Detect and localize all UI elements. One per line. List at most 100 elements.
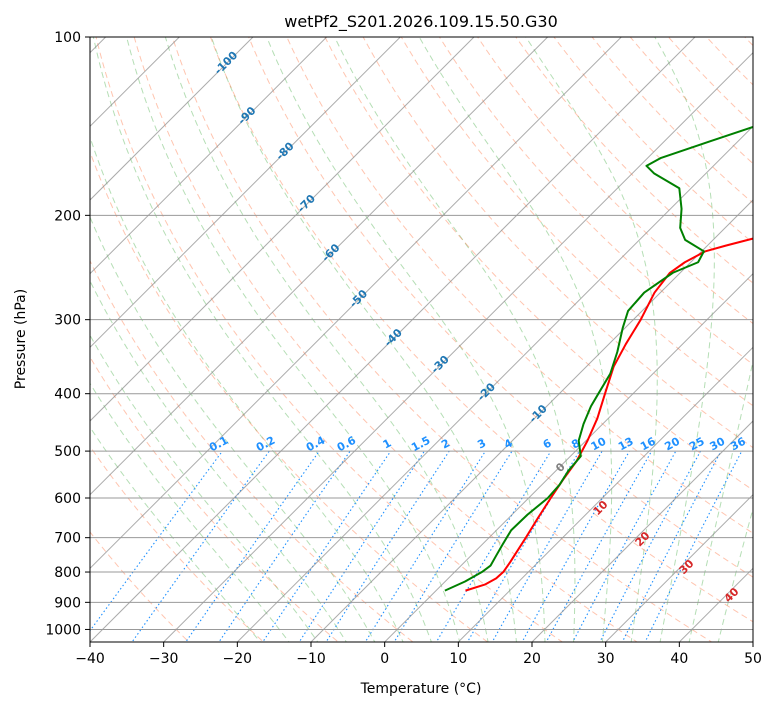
moist-adiabat-line	[688, 358, 753, 642]
isotherm-label: -60	[319, 241, 342, 264]
sounding-profiles	[444, 125, 753, 592]
dry-adiabat-line	[553, 37, 753, 244]
dry-adiabat-line	[744, 37, 753, 47]
x-axis-ticks: −40 −30 −20 −10 0 10 20 30 40 50	[75, 642, 762, 667]
isotherm-line	[383, 272, 753, 642]
isotherm-line	[90, 37, 475, 422]
mixing-ratio-label: 13	[616, 435, 636, 454]
isotherm-line	[90, 37, 549, 496]
isotherm-label: -50	[347, 287, 370, 310]
isotherm-label: -80	[273, 139, 296, 162]
dry-adiabat-line	[90, 445, 265, 642]
moist-adiabat-line	[90, 135, 404, 642]
y-axis-ticks: 100 200 300 400 500 600 700 800 900 1000	[45, 30, 90, 638]
isotherm-line	[162, 51, 753, 642]
x-tick-label: −30	[149, 651, 179, 667]
mixing-ratio-label: 2	[439, 436, 452, 451]
mixing-ratio-line	[644, 450, 743, 642]
x-tick-label: 20	[523, 651, 541, 667]
x-tick-label: −40	[75, 651, 105, 667]
chart-title: wetPf2_S201.2026.109.15.50.G30	[284, 12, 558, 32]
mixing-ratio-label: 10	[589, 435, 609, 454]
isotherm-label: -30	[429, 353, 452, 376]
moist-adiabat-line	[525, 37, 658, 642]
moist-adiabat-line	[126, 37, 461, 642]
x-tick-label: 10	[449, 651, 467, 667]
dry-adiabat-line	[667, 37, 753, 125]
x-tick-label: 50	[744, 651, 762, 667]
y-tick-label: 100	[54, 30, 81, 46]
mixing-ratio-label: 1	[381, 436, 394, 451]
plot-frame	[89, 36, 754, 643]
mixing-ratio-line	[90, 450, 223, 632]
y-tick-label: 400	[54, 387, 81, 403]
isotherm-line	[90, 37, 623, 570]
dry-adiabat-line	[515, 37, 753, 284]
dry-adiabat-line	[438, 37, 753, 366]
dry-adiabat-line	[90, 356, 339, 642]
dry-adiabat-line	[95, 37, 564, 642]
dry-adiabat-line	[591, 37, 753, 204]
isotherm-lines	[90, 37, 753, 642]
moist-adiabat-line	[90, 215, 376, 642]
mixing-ratio-line	[545, 450, 653, 642]
x-tick-label: 40	[670, 651, 688, 667]
dry-adiabat-line	[209, 37, 753, 623]
dry-adiabat-line	[400, 37, 753, 407]
dry-adiabat-line	[90, 531, 190, 642]
y-tick-label: 500	[54, 444, 81, 460]
isotherm-line	[90, 37, 696, 642]
mixing-ratio-label: 25	[687, 435, 707, 454]
mixing-ratio-label: 20	[662, 435, 682, 454]
moist-adiabat-line	[164, 37, 489, 642]
dry-adiabats	[90, 37, 753, 642]
moist-adiabat-line	[418, 37, 613, 642]
dry-adiabat-line	[362, 37, 753, 449]
y-tick-label: 600	[54, 491, 81, 507]
moist-adiabat-line	[334, 37, 576, 642]
isotherm-line	[604, 493, 753, 642]
plot-area: 0.1 0.2 0.4 0.6 1 1.5 2 3 4 6 8 10 13 16 20 25 30 36-100-…	[90, 37, 753, 642]
x-tick-label: −10	[296, 651, 326, 667]
moist-adiabat-line	[90, 382, 290, 642]
isotherm-line	[457, 346, 753, 642]
x-tick-label: −20	[223, 651, 253, 667]
dry-adiabat-line	[90, 150, 489, 642]
temperature-profile-line	[465, 237, 753, 592]
isotherm-line	[90, 37, 328, 275]
mixing-ratio-label: 6	[541, 436, 554, 451]
mixing-ratio-line	[298, 450, 425, 642]
isotherm-label: -20	[475, 380, 498, 403]
moist-adiabat-line	[90, 426, 261, 642]
mixing-ratio-label: 16	[638, 435, 658, 454]
y-tick-label: 300	[54, 313, 81, 329]
y-tick-label: 700	[54, 531, 81, 547]
y-tick-label: 1000	[45, 622, 81, 638]
mixing-ratio-line	[262, 450, 392, 642]
moist-adiabat-line	[210, 37, 517, 642]
mixing-ratio-line	[131, 450, 270, 642]
mixing-ratio-label: 3	[475, 436, 488, 451]
isotherm-label: -90	[235, 104, 258, 127]
dry-adiabat-line	[476, 37, 753, 325]
isotherm-label: -100	[212, 48, 241, 77]
dry-adiabat-line	[286, 37, 753, 534]
isobar-lines	[90, 37, 753, 630]
isotherm-line	[678, 567, 753, 642]
moist-adiabat-line	[90, 279, 347, 642]
moist-adiabat-line	[717, 506, 753, 642]
isotherm-line	[531, 420, 753, 642]
mixing-ratio-label: 30	[708, 435, 728, 454]
isotherm-line	[310, 199, 753, 642]
mixing-ratio-lines	[90, 450, 743, 642]
x-axis-label: Temperature (°C)	[360, 681, 482, 697]
mixing-ratio-label: 36	[728, 435, 748, 454]
isotherm-label: -40	[382, 326, 405, 349]
y-tick-label: 900	[54, 595, 81, 611]
moist-adiabat-label: 10	[591, 498, 611, 518]
dewpoint-profile-line	[444, 125, 753, 592]
mixing-ratio-line	[393, 450, 513, 642]
isotherm-line	[90, 37, 402, 349]
y-axis-label: Pressure (hPa)	[13, 289, 29, 389]
dry-adiabat-line	[705, 37, 753, 86]
